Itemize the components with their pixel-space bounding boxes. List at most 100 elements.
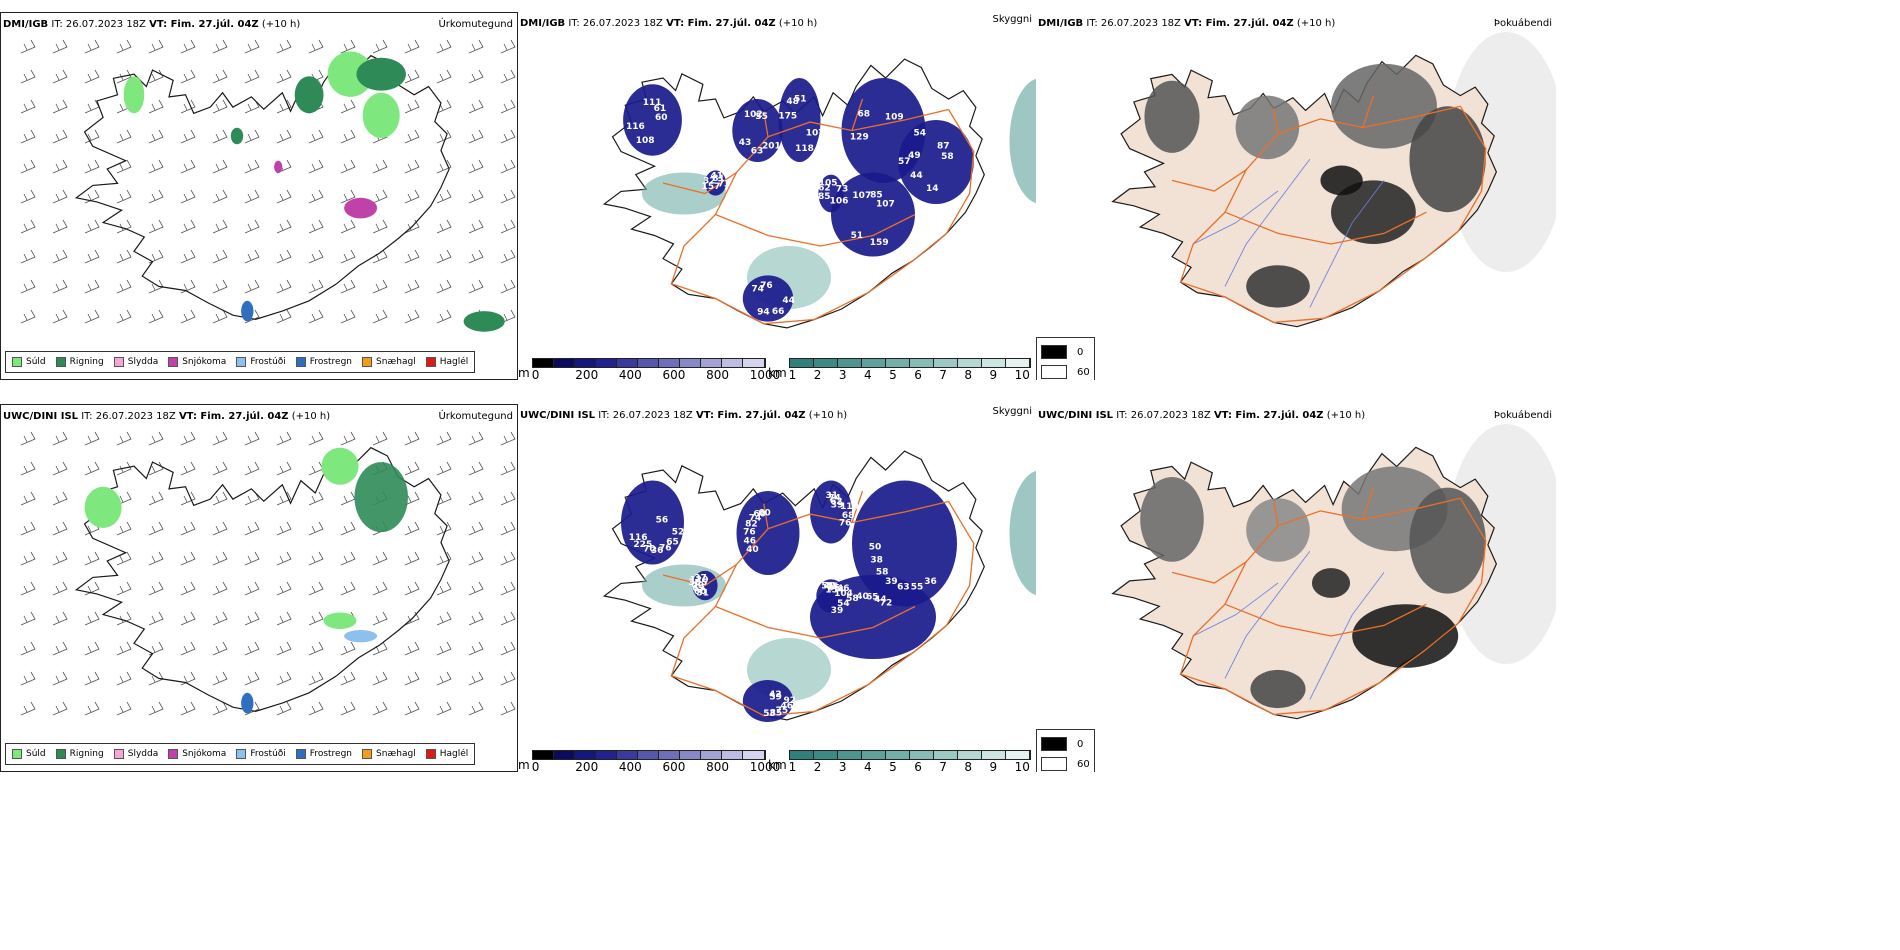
colorbar-tick: 9: [989, 760, 998, 772]
colorbar-box: [861, 359, 886, 367]
legend-label: Snæhagl: [376, 357, 416, 367]
panel-title: Úrkomutegund: [438, 411, 513, 422]
colorbar-tick: 800: [706, 368, 729, 380]
precip-type-legend: Súld Rigning Slydda Snjókoma Frostúði Frostre…: [5, 743, 476, 765]
colorbar-tick: 7: [939, 760, 947, 772]
legend-swatch: [236, 749, 247, 759]
legend-swatch: [425, 749, 436, 759]
colorbar-box: [701, 359, 723, 367]
colorbar-boxes: [531, 358, 766, 368]
ceiling-label: 60: [758, 509, 771, 519]
colorbar-tick: 4: [863, 760, 872, 772]
colorbar-box: [659, 751, 681, 759]
visibility-map: 5640313639425151524674555459604065766263…: [602, 450, 1036, 722]
init-time: IT: 26.07.2023 18Z: [1116, 410, 1211, 421]
legend-swatch: [12, 749, 22, 759]
ceiling-label: 73: [836, 185, 849, 195]
colorbar-box: [909, 359, 934, 367]
legend-item: Frostregn: [295, 749, 352, 759]
ceiling-label: 55: [755, 112, 768, 122]
panel-title: Þokuábendi: [1493, 18, 1552, 29]
ceiling-label: 175: [778, 112, 797, 122]
colorbar-boxes: [531, 750, 766, 760]
valid-time: VT: Fim. 27.júl. 04Z: [666, 18, 776, 29]
ceiling-label: 201: [762, 141, 781, 151]
ceiling-label: 109: [885, 113, 904, 123]
panel-header: DMI/IGB IT: 26.07.2023 18Z VT: Fim. 27.j…: [1038, 18, 1335, 29]
legend-item: Frostúði: [236, 749, 286, 759]
ceiling-label: 60: [753, 510, 766, 520]
ceiling-label: 68: [857, 110, 870, 120]
colorbar-box: [680, 359, 702, 367]
fog-map: [1111, 424, 1556, 720]
colorbar-box: [861, 751, 886, 759]
precip-areas: [123, 51, 505, 332]
ceiling-label: 305: [689, 578, 708, 588]
ceiling-label: 154: [825, 585, 844, 595]
colorbar-box: [813, 751, 838, 759]
colorbar-tick: 8: [964, 368, 973, 380]
fog-legend-label: 60: [1077, 758, 1090, 770]
init-time: IT: 26.07.2023 18Z: [51, 19, 146, 30]
ceiling-label: 48: [786, 97, 799, 107]
colorbar-tick: 0: [531, 368, 540, 380]
colorbar-box: [574, 359, 596, 367]
ceiling-label: 53: [763, 709, 776, 719]
ceiling-label: 59: [769, 693, 782, 703]
panel-header: UWC/DINI ISL IT: 26.07.2023 18Z VT: Fim.…: [520, 410, 847, 421]
legend-label: Frostúði: [250, 749, 286, 759]
fog-legend-label: 0: [1077, 346, 1084, 358]
colorbar-box: [659, 359, 681, 367]
colorbar-box: [638, 751, 660, 759]
fog-legend: 0 60: [1036, 337, 1095, 380]
ceiling-label: 76: [743, 527, 756, 537]
ceiling-label: 69: [692, 584, 705, 594]
ceiling-label: 45: [826, 582, 839, 592]
colorbar-box: [933, 751, 958, 759]
ceiling-label: 85: [818, 192, 831, 202]
legend-swatch: [425, 357, 436, 367]
ceiling-label: 36: [828, 584, 841, 594]
legend-label: Snjókoma: [182, 357, 227, 367]
colorbar-tick: 0: [531, 760, 540, 772]
colorbar-tick: 1000: [749, 760, 781, 772]
colorbar-tick: 9: [989, 368, 998, 380]
fog-legend-label: 0: [1077, 738, 1084, 750]
ceiling-label: 107: [876, 200, 895, 210]
precip-panel-top: DMI/IGB IT: 26.07.2023 18Z VT: Fim. 27.j…: [0, 12, 518, 380]
legend-swatch: [362, 749, 373, 759]
ceiling-label: 110: [840, 502, 859, 512]
colorbar-tick: 400: [618, 368, 642, 380]
model-name: UWC/DINI ISL: [3, 411, 79, 422]
colorbar-box: [574, 751, 596, 759]
ceiling-label: 54: [914, 129, 927, 139]
legend-swatch: [362, 357, 373, 367]
ceiling-label: 104: [834, 589, 853, 599]
fog-shading: [1144, 63, 1486, 308]
panel-header: UWC/DINI ISL IT: 26.07.2023 18Z VT: Fim.…: [3, 411, 330, 422]
valid-time: VT: Fim. 27.júl. 04Z: [1184, 18, 1294, 29]
colorbar-box: [722, 751, 744, 759]
ceiling-label: 42: [769, 690, 782, 700]
colorbar-box: [595, 359, 618, 367]
panel-header: DMI/IGB IT: 26.07.2023 18Z VT: Fim. 27.j…: [520, 18, 817, 29]
colorbar-unit: km: [768, 366, 787, 380]
legend-label: Súld: [26, 357, 46, 367]
legend-label: Slydda: [127, 749, 159, 759]
legend-swatch: [113, 357, 124, 367]
colorbar-tick: 3: [838, 760, 847, 772]
colorbar-tick: 600: [662, 368, 686, 380]
colorbar-box: [743, 751, 765, 759]
model-name: DMI/IGB: [1038, 18, 1084, 29]
legend-item: Snæhagl: [362, 357, 416, 367]
ceiling-label: 58: [941, 152, 954, 162]
model-name: UWC/DINI ISL: [1038, 410, 1114, 421]
ceiling-label: 40: [691, 581, 704, 591]
fog-legend-swatch: [1041, 757, 1067, 771]
panel-header: DMI/IGB IT: 26.07.2023 18Z VT: Fim. 27.j…: [3, 19, 300, 30]
legend-swatch: [295, 357, 306, 367]
legend-item: Slydda: [113, 357, 158, 367]
colorbar-box: [957, 359, 982, 367]
ceiling-label: 61: [654, 104, 667, 114]
legend-item: Haglél: [425, 357, 468, 367]
